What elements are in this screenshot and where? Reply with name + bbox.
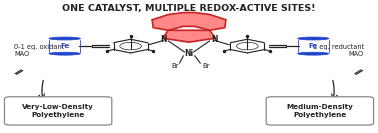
Ellipse shape xyxy=(297,37,329,40)
Text: Br: Br xyxy=(171,63,178,69)
Ellipse shape xyxy=(297,52,329,55)
Ellipse shape xyxy=(49,37,81,40)
Text: Fe: Fe xyxy=(60,43,69,49)
Text: 1 eq. reductant
MAO: 1 eq. reductant MAO xyxy=(313,44,364,57)
Ellipse shape xyxy=(49,52,81,55)
FancyBboxPatch shape xyxy=(5,97,112,125)
Text: Very-Low-Density
Polyethylene: Very-Low-Density Polyethylene xyxy=(22,104,94,118)
Text: 0-1 eq. oxidant
MAO: 0-1 eq. oxidant MAO xyxy=(14,44,64,57)
Polygon shape xyxy=(152,13,226,30)
Text: ONE CATALYST, MULTIPLE REDOX-ACTIVE SITES!: ONE CATALYST, MULTIPLE REDOX-ACTIVE SITE… xyxy=(62,4,316,13)
Text: Fe: Fe xyxy=(309,43,318,49)
Text: N: N xyxy=(211,35,218,44)
Text: Medium-Density
Polyethylene: Medium-Density Polyethylene xyxy=(287,104,353,118)
Polygon shape xyxy=(163,30,215,42)
FancyBboxPatch shape xyxy=(266,97,373,125)
Text: N: N xyxy=(160,35,167,44)
Text: Br: Br xyxy=(202,63,210,69)
Text: Ni: Ni xyxy=(184,49,194,59)
